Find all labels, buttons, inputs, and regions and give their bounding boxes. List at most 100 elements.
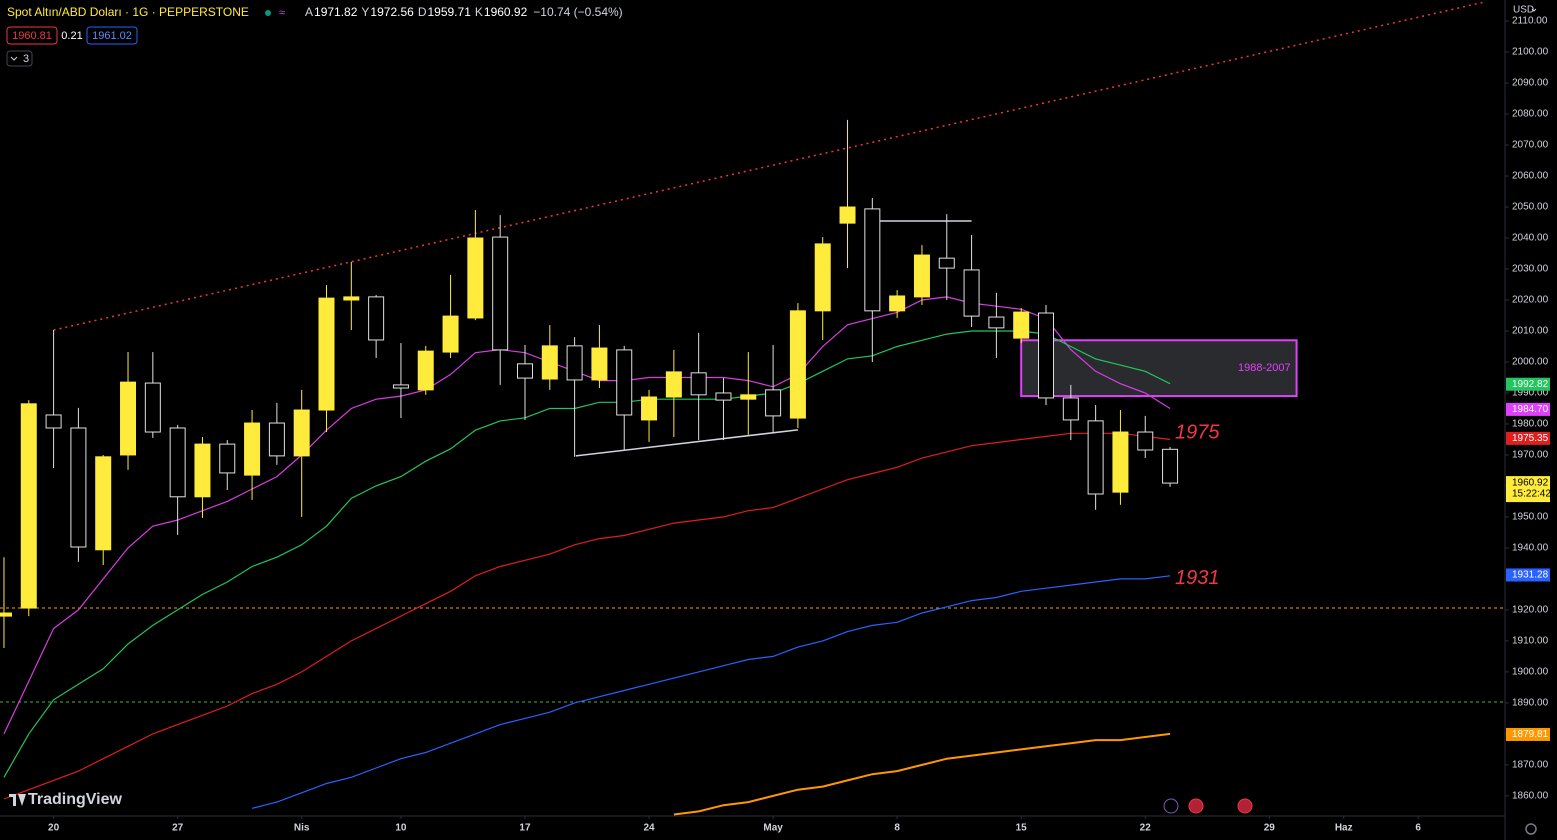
x-tick-label: Haz xyxy=(1335,823,1353,834)
trendline xyxy=(575,429,798,457)
candle-body xyxy=(318,297,335,411)
candle-body xyxy=(938,257,955,269)
ohlc-key: D xyxy=(418,5,427,19)
currency[interactable]: USD xyxy=(1513,5,1534,16)
bid-box[interactable] xyxy=(6,26,58,45)
axes: 1860.001870.001880.001890.001900.001910.… xyxy=(48,16,1551,834)
ask: 1961.02 xyxy=(92,30,132,42)
y-tick-label: 2030.00 xyxy=(1512,264,1549,275)
status-dot xyxy=(265,10,271,16)
candle-body xyxy=(392,384,409,389)
candle-body xyxy=(839,206,856,224)
y-tick-label: 2040.00 xyxy=(1512,233,1549,244)
candle-body xyxy=(368,296,385,341)
logo-icon xyxy=(9,794,26,806)
event-icon[interactable] xyxy=(1237,798,1253,814)
price-badge xyxy=(1506,402,1550,416)
y-tick-label: 1890.00 xyxy=(1512,698,1549,709)
indicator-toggle[interactable] xyxy=(6,50,33,67)
candle-body xyxy=(616,349,633,416)
candle-body xyxy=(0,612,12,617)
candle-body xyxy=(541,345,558,380)
y-tick-label: 2060.00 xyxy=(1512,171,1549,182)
candle-body xyxy=(70,427,87,548)
ohlc-key: Y xyxy=(361,5,369,19)
event-icon[interactable] xyxy=(1163,798,1179,814)
last-price-label: 1960.92 xyxy=(1512,478,1549,489)
symbol-title[interactable]: Spot Altın/ABD Doları · 1G · PEPPERSTONE xyxy=(7,5,249,19)
candle-body xyxy=(715,392,732,401)
ohlc-value: 1971.82 xyxy=(314,5,358,19)
x-tick-label: 24 xyxy=(643,823,655,834)
moving-average xyxy=(251,575,1171,809)
x-tick-label: 8 xyxy=(894,823,900,834)
y-tick-label: 1980.00 xyxy=(1512,419,1549,430)
y-tick-label: 2070.00 xyxy=(1512,140,1549,151)
event-icon[interactable] xyxy=(1188,798,1204,814)
candle-body xyxy=(293,409,310,457)
candle-body xyxy=(343,296,360,301)
logo: TradingView xyxy=(28,791,123,808)
price-badge-label: 1931.28 xyxy=(1512,570,1549,581)
price-badge xyxy=(1506,377,1550,391)
candle-body xyxy=(1013,311,1030,339)
moving-average xyxy=(3,432,1171,800)
indicator-count: 3 xyxy=(23,53,29,65)
ohlc-key: K xyxy=(475,5,483,19)
candle-body xyxy=(144,382,161,433)
y-tick-label: 1860.00 xyxy=(1512,790,1549,801)
x-tick-label: 27 xyxy=(172,823,184,834)
zone xyxy=(1020,339,1298,398)
candle-body xyxy=(740,394,757,400)
last-price-badge xyxy=(1506,476,1550,503)
annotation: 1931 xyxy=(1175,567,1220,589)
countdown: 15:22:42 xyxy=(1512,489,1551,500)
candle-body xyxy=(1112,431,1129,493)
change: −10.74 (−0.54%) xyxy=(533,5,622,19)
candle-body xyxy=(244,422,261,476)
settings-icon[interactable] xyxy=(1525,823,1537,835)
zone-label: 1988-2007 xyxy=(1238,362,1291,374)
y-tick-label: 1900.00 xyxy=(1512,667,1549,678)
candle-body xyxy=(641,396,658,421)
candle-body xyxy=(765,389,782,417)
y-tick-label: 2050.00 xyxy=(1512,202,1549,213)
x-tick-label: 17 xyxy=(519,823,531,834)
candle-body xyxy=(789,310,806,419)
candle-body xyxy=(1162,448,1179,484)
ohlc-legend: A 1971.82 Y 1972.56 D 1959.71 K 1960.92 xyxy=(305,5,528,19)
ohlc-value: 1960.92 xyxy=(484,5,528,19)
x-tick-label: 15 xyxy=(1016,823,1028,834)
candle-body xyxy=(20,403,37,609)
y-tick-label: 1970.00 xyxy=(1512,450,1549,461)
x-tick-label: 10 xyxy=(395,823,407,834)
moving-average xyxy=(673,732,1171,816)
ohlc-value: 1972.56 xyxy=(370,5,414,19)
candle-body xyxy=(963,269,980,317)
candle-body xyxy=(591,347,608,381)
y-tick-label: 2020.00 xyxy=(1512,295,1549,306)
candle-body xyxy=(417,350,434,391)
candle-body xyxy=(268,422,285,457)
y-tick-label: 1920.00 xyxy=(1512,605,1549,616)
price-badge xyxy=(1506,568,1550,582)
y-tick-label: 1870.00 xyxy=(1512,760,1549,771)
price-badge-label: 1984.70 xyxy=(1512,404,1549,415)
x-tick-label: 6 xyxy=(1415,823,1421,834)
trendline xyxy=(53,1,1485,331)
y-tick-label: 2010.00 xyxy=(1512,326,1549,337)
price-badge-label: 1992.82 xyxy=(1512,379,1549,390)
x-tick-label: 22 xyxy=(1140,823,1152,834)
y-tick-label: 2110.00 xyxy=(1512,16,1548,27)
x-tick-label: 29 xyxy=(1264,823,1276,834)
ask-box[interactable] xyxy=(86,26,138,45)
candle-body xyxy=(516,363,533,379)
y-tick-label: 1910.00 xyxy=(1512,636,1549,647)
y-tick-label: 2000.00 xyxy=(1512,357,1549,368)
candle-body xyxy=(566,345,583,381)
candle-body xyxy=(169,427,186,498)
price-badge-label: 1975.35 xyxy=(1512,433,1549,444)
status-icon: ≈ xyxy=(279,7,285,19)
